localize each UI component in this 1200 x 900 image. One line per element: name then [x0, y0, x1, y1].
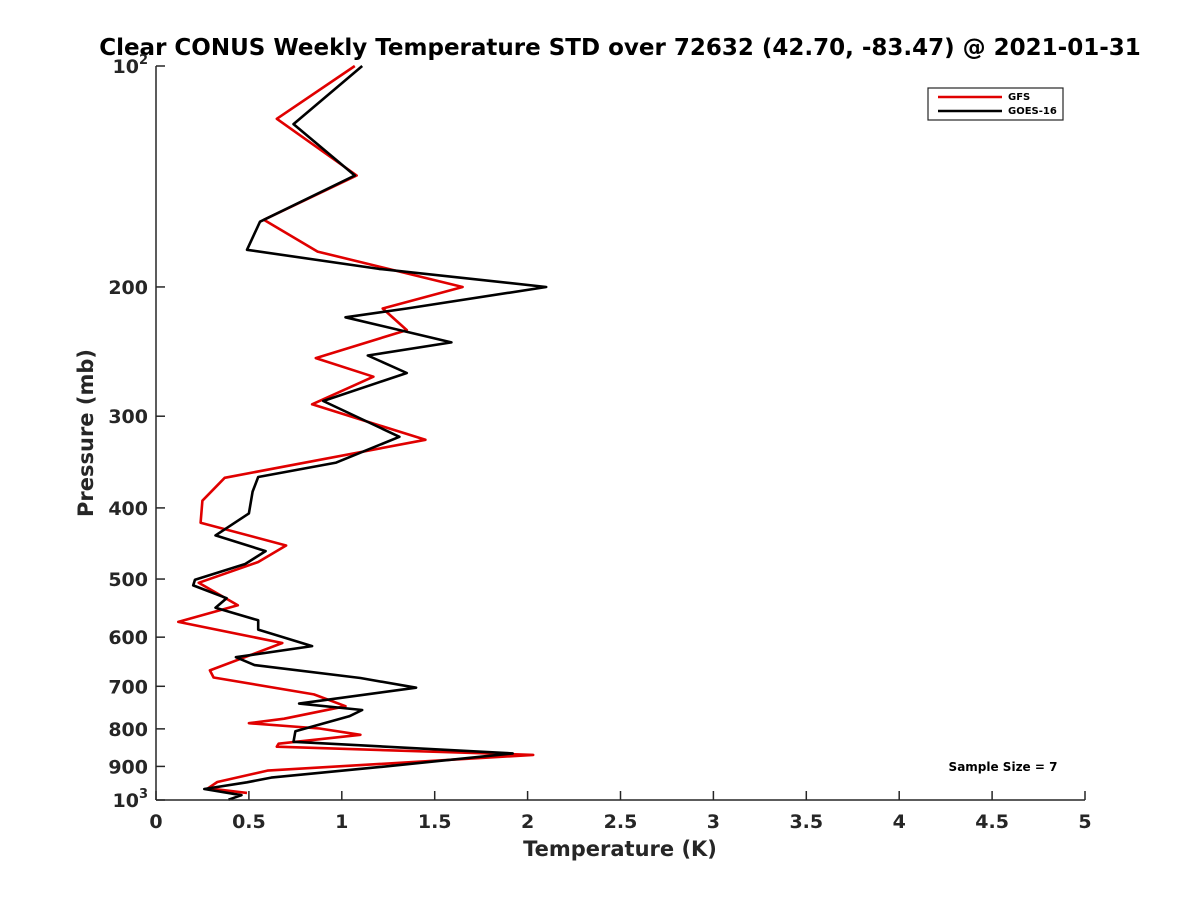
legend: GFS GOES-16: [927, 87, 1064, 121]
y-tick-label: 900: [108, 756, 148, 778]
x-axis-label: Temperature (K): [523, 837, 717, 861]
y-tick-label: 400: [108, 498, 148, 520]
chart-title: Clear CONUS Weekly Temperature STD over …: [99, 35, 1141, 61]
x-tick-label: 1: [335, 811, 348, 833]
x-tick-label: 0: [149, 811, 162, 833]
y-tick-label: 700: [108, 676, 148, 698]
sample-size-annotation: Sample Size = 7: [949, 760, 1058, 774]
plot-area: 0 0.5 1 1.5 2 2.5 3 3.5 4 4.5 5 102 200 300 400 500 600…: [108, 53, 1091, 833]
y-tick-label: 800: [108, 719, 148, 741]
x-tick-label: 3: [707, 811, 720, 833]
series-line-goes16: [191, 65, 548, 801]
x-tick-label: 4.5: [975, 811, 1009, 833]
x-tick-label: 2: [521, 811, 534, 833]
y-tick-label: 102: [113, 53, 149, 78]
y-tick-exponent: 3: [139, 787, 148, 802]
x-tick-label: 0.5: [232, 811, 266, 833]
x-tick-label: 3.5: [789, 811, 823, 833]
x-tick-label: 2.5: [604, 811, 638, 833]
series-layer: [177, 64, 548, 801]
legend-label-gfs: GFS: [1008, 92, 1030, 103]
y-tick-label: 200: [108, 277, 148, 299]
y-axis-ticks: 102 200 300 400 500 600 700 800 900 103: [108, 53, 165, 812]
legend-label-goes16: GOES-16: [1008, 106, 1057, 117]
y-tick-label: 300: [108, 406, 148, 428]
y-tick-label: 500: [108, 569, 148, 591]
y-tick-label: 103: [113, 787, 149, 812]
x-tick-label: 1.5: [418, 811, 452, 833]
x-axis-ticks: 0 0.5 1 1.5 2 2.5 3 3.5 4 4.5 5: [149, 791, 1092, 833]
legend-box: [927, 87, 1064, 121]
x-tick-label: 4: [893, 811, 906, 833]
y-tick-exponent: 2: [139, 53, 148, 68]
x-tick-label: 5: [1078, 811, 1091, 833]
y-tick-label: 600: [108, 627, 148, 649]
y-axis-label: Pressure (mb): [74, 349, 98, 517]
